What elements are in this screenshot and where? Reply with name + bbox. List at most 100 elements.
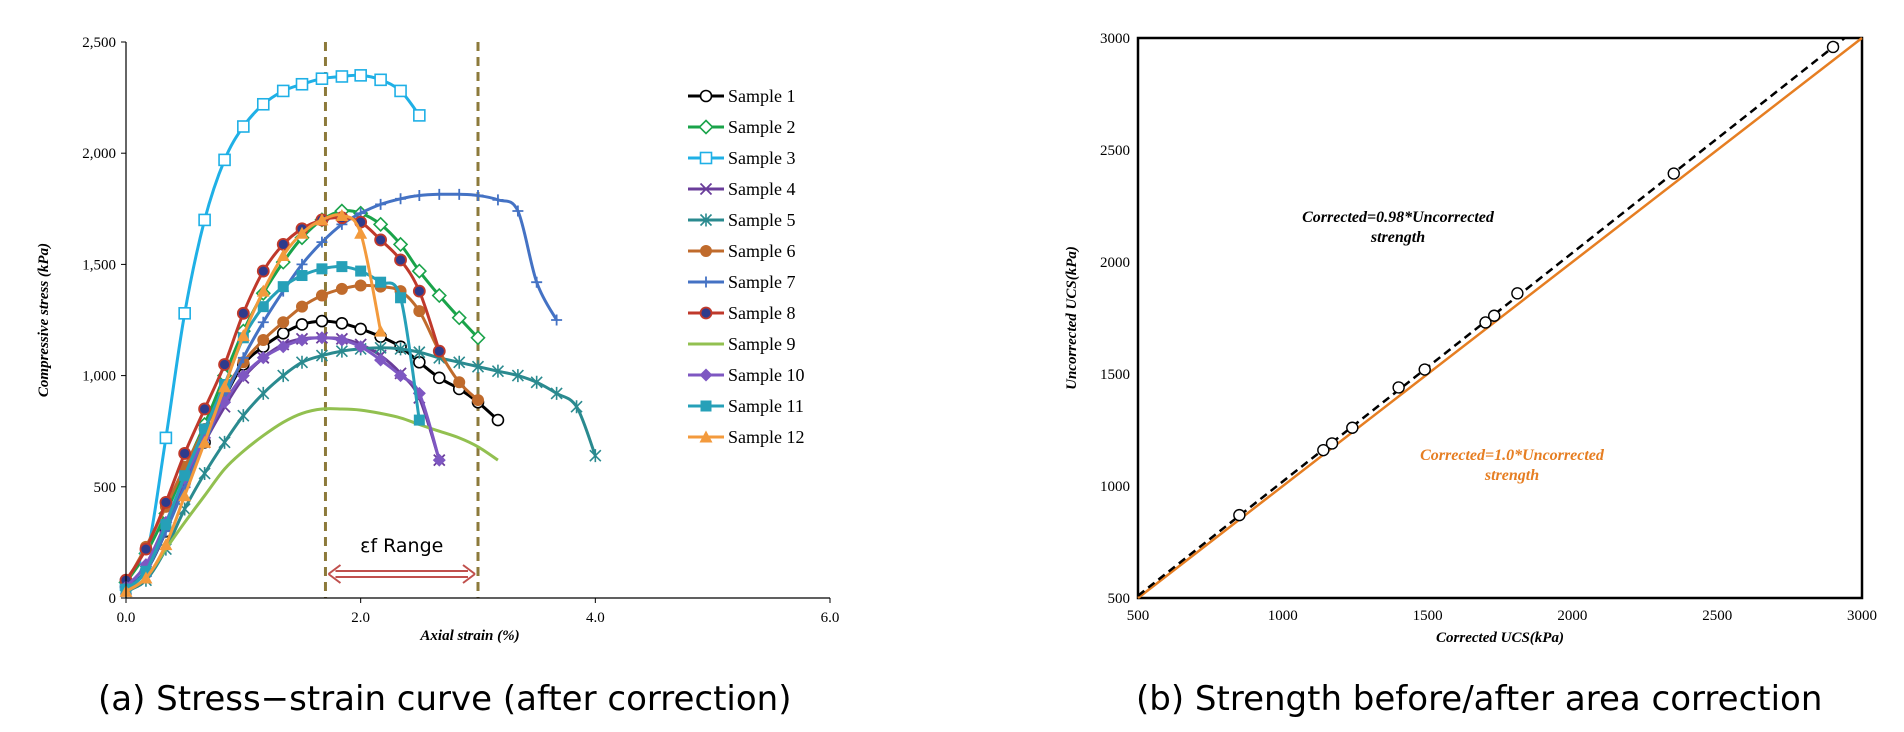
data-point [160,519,172,531]
data-point [354,69,367,82]
legend-marker [700,245,712,257]
data-point [335,333,349,347]
legend-label: Sample 10 [728,365,805,385]
data-point [411,263,427,279]
data-point [236,329,250,342]
data-point [218,435,231,449]
legend-marker [699,151,713,165]
chart-b-ticks: 500 1000 1500 2000 2500 3000 500 1000 1500 2000 25… [1100,31,1877,624]
data-point [374,324,388,337]
data-point [453,355,466,369]
chart-a-ticks: 0 500 1,000 1,500 2,000 2,500 0.0 2.0 4.0 6.0 [82,35,839,626]
scatter-point [1826,40,1840,54]
legend-marker [700,276,712,288]
data-point [451,310,467,326]
data-point [470,330,486,346]
chart-a-axes [125,42,830,599]
legend-label: Sample 2 [728,117,796,137]
data-point [159,495,173,509]
data-point [276,249,290,262]
caption-a: (a) Stress−strain curve (after correctio… [98,679,792,719]
data-point [413,189,425,201]
data-point [471,360,485,374]
data-point [257,386,270,400]
data-point [159,538,173,551]
data-point [140,565,152,577]
data-point [432,344,446,358]
data-point [511,369,524,383]
fit-label-solid-line1: Corrected=1.0*Uncorrected [1420,447,1605,464]
data-point [512,205,524,217]
fit-label-solid-line2: strength [1484,467,1539,484]
data-point [315,314,329,328]
scatter-point [1233,508,1246,522]
y-tick-label: 1,500 [82,257,116,273]
data-point [374,233,388,247]
data-point [139,542,153,556]
data-point [256,264,270,278]
data-point [218,153,231,167]
data-point [432,453,446,467]
data-point [295,355,309,369]
data-point [395,292,407,304]
data-point [315,289,328,302]
x-tick-label: 500 [1127,608,1150,624]
x-tick-label: 0.0 [117,610,136,626]
data-point [394,253,407,267]
x-axis-title: Corrected UCS(kPa) [1436,630,1564,646]
legend-entry: Sample 3 [688,148,796,168]
data-point [198,402,212,416]
data-point [335,282,348,295]
data-point [551,314,563,326]
series-12 [119,208,388,597]
data-point [453,376,466,389]
data-point [159,431,173,445]
legend-entry: Sample 6 [688,241,796,261]
legend-entry: Sample 1 [688,86,796,106]
legend-label: Sample 9 [728,334,796,354]
data-point [277,316,290,329]
x-tick-label: 4.0 [586,610,605,626]
data-point [179,470,191,482]
data-point [394,369,408,383]
y-tick-label: 1,000 [82,369,116,385]
series-7 [120,188,563,595]
y-tick-label: 1500 [1100,367,1130,383]
data-point [570,400,583,414]
scatter-point [1667,167,1680,180]
series-line [125,407,499,593]
scatter-point [1511,287,1524,300]
y-axis-title: Compressive stress (kPa) [36,243,52,397]
legend-entry: Sample 10 [688,365,805,385]
data-point [277,281,289,293]
fit-lines [1137,37,1863,599]
data-point [335,208,349,221]
range-arrowhead-left [327,564,342,584]
legend-entry: Sample 8 [688,303,796,323]
fit-line-solid [1137,37,1863,599]
scatter-point [1418,363,1431,376]
x-axis-title: Axial strain (%) [419,628,519,644]
data-point [374,353,388,367]
y-tick-label: 3000 [1100,31,1130,47]
data-point [453,188,465,200]
data-point [335,344,348,358]
range-arrowhead-right [462,564,476,584]
data-point [316,263,328,275]
legend-marker [698,119,714,135]
data-point [395,193,407,205]
data-point [296,270,308,282]
legend: Sample 1 Sample 2 Sample 3 Sample 4 Sample 5… [688,86,805,447]
data-point [315,349,329,363]
data-point [589,449,602,463]
data-point [295,77,309,91]
x-tick-label: 1000 [1268,608,1298,624]
data-point [375,198,387,210]
data-point [413,305,426,318]
x-tick-label: 3000 [1847,608,1877,624]
x-tick-label: 1500 [1413,608,1443,624]
data-point [375,276,387,288]
legend-marker [699,430,713,443]
data-point [295,226,309,239]
